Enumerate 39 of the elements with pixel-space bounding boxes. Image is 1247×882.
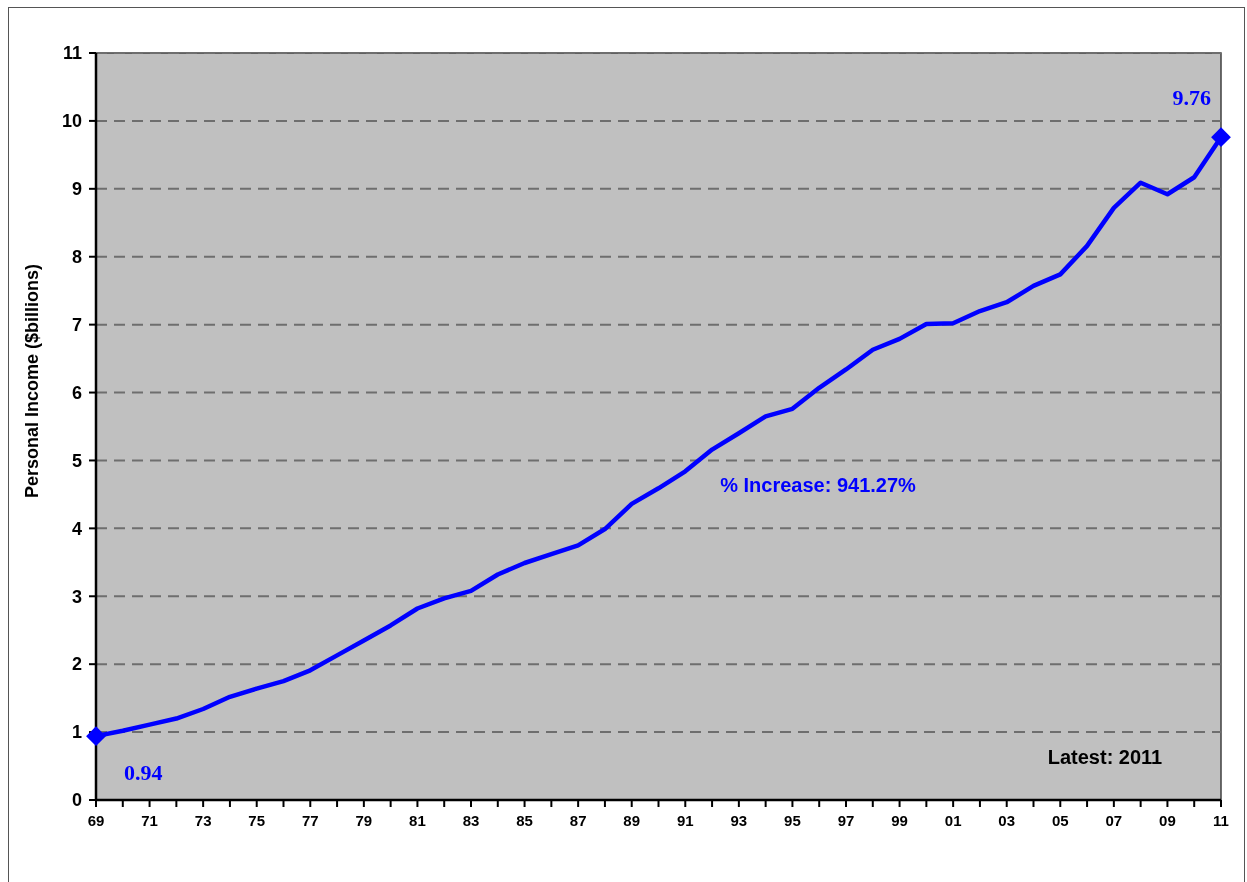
x-tick-label: 89: [623, 812, 641, 829]
y-tick-label: 5: [71, 450, 82, 471]
x-tick-label: 07: [1105, 812, 1123, 829]
x-tick-label: 69: [87, 812, 105, 829]
x-tick-label: 05: [1051, 812, 1069, 829]
data-label: 9.76: [1172, 85, 1211, 111]
y-tick-label: 7: [71, 314, 82, 335]
y-tick-label: 1: [71, 722, 82, 743]
y-tick-label: 9: [71, 179, 82, 200]
x-tick-label: 97: [837, 812, 855, 829]
x-tick-label: 93: [730, 812, 748, 829]
x-tick-label: 77: [301, 812, 319, 829]
y-tick-label: 0: [71, 790, 82, 811]
x-tick-label: 99: [891, 812, 908, 829]
y-tick-label: 8: [71, 247, 82, 268]
x-tick-label: 09: [1159, 812, 1176, 829]
x-tick-label: 03: [998, 812, 1016, 829]
annotation: Latest: 2011: [1047, 746, 1163, 768]
x-tick-label: 01: [944, 812, 962, 829]
x-tick-label: 11: [1213, 812, 1229, 829]
y-tick-label: 10: [61, 111, 82, 132]
annotation: % Increase: 941.27%: [720, 474, 917, 496]
x-tick-label: 73: [194, 812, 212, 829]
y-tick-label: 11: [62, 43, 82, 64]
x-tick-label: 95: [784, 812, 801, 829]
y-tick-label: 6: [71, 382, 82, 403]
x-tick-label: 91: [676, 812, 694, 829]
x-tick-label: 87: [569, 812, 587, 829]
y-axis-title: Personal Income ($billions): [22, 263, 42, 499]
x-tick-label: 79: [355, 812, 373, 829]
y-tick-label: 3: [71, 586, 82, 607]
x-tick-label: 85: [516, 812, 533, 829]
x-tick-label: 71: [141, 812, 158, 829]
y-tick-label: 2: [71, 654, 82, 675]
x-tick-label: 83: [462, 812, 480, 829]
y-tick-label: 4: [71, 518, 82, 539]
x-tick-label: 81: [409, 812, 426, 829]
x-tick-label: 75: [248, 812, 266, 829]
data-label: 0.94: [124, 760, 163, 786]
